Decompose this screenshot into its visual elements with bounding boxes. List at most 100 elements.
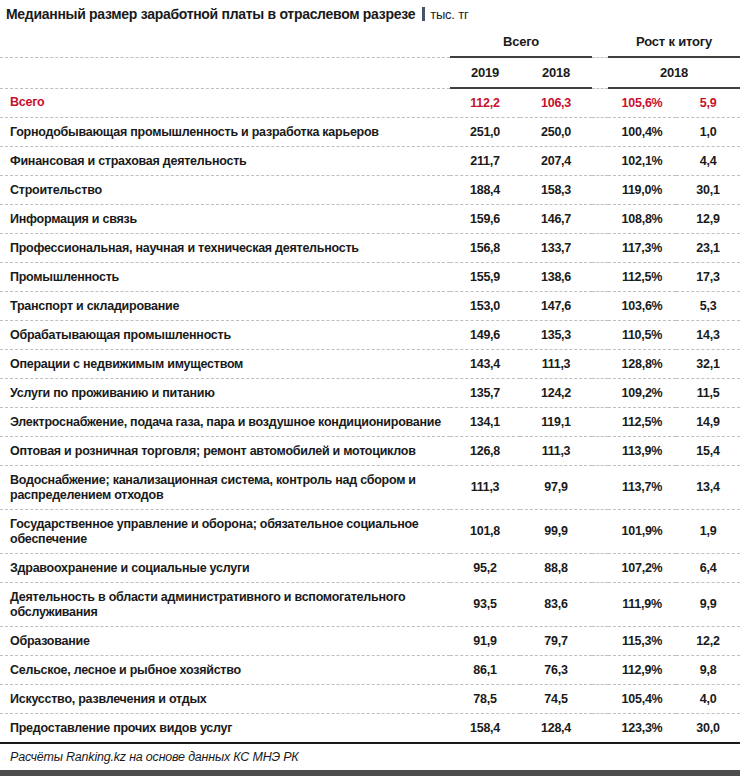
industry-label: Строительство <box>0 176 450 205</box>
column-gap <box>592 350 608 379</box>
growth-absolute: 15,4 <box>676 437 740 466</box>
page-title: Медианный размер заработной платы в отра… <box>0 0 740 28</box>
value-2019: 155,9 <box>450 263 520 292</box>
table-row: Операции с недвижимым имуществом 143,4 1… <box>0 350 740 379</box>
growth-percent: 111,9% <box>608 583 676 627</box>
table-row: Электроснабжение, подача газа, пара и во… <box>0 408 740 437</box>
growth-percent: 112,5% <box>608 263 676 292</box>
growth-percent: 113,7% <box>608 466 676 510</box>
growth-percent: 100,4% <box>608 118 676 147</box>
growth-absolute: 13,4 <box>676 466 740 510</box>
growth-absolute: 30,0 <box>676 714 740 744</box>
industry-label: Обрабатывающая промышленность <box>0 321 450 350</box>
value-2018: 111,3 <box>520 437 592 466</box>
column-gap <box>592 379 608 408</box>
table-row: Строительство 188,4 158,3 119,0% 30,1 <box>0 176 740 205</box>
column-gap <box>592 57 608 88</box>
year-header-2019: 2019 <box>450 57 520 88</box>
value-2019: 78,5 <box>450 685 520 714</box>
column-gap <box>592 234 608 263</box>
column-gap <box>592 205 608 234</box>
value-2018: 124,2 <box>520 379 592 408</box>
column-gap <box>592 466 608 510</box>
table-row: Оптовая и розничная торговля; ремонт авт… <box>0 437 740 466</box>
growth-absolute: 1,0 <box>676 118 740 147</box>
industry-column-header <box>0 57 450 88</box>
table-row: Обрабатывающая промышленность 149,6 135,… <box>0 321 740 350</box>
growth-absolute: 6,4 <box>676 554 740 583</box>
column-gap <box>592 656 608 685</box>
growth-percent: 115,3% <box>608 627 676 656</box>
growth-absolute: 32,1 <box>676 350 740 379</box>
growth-percent: 103,6% <box>608 292 676 321</box>
table-row: Государственное управление и оборона; об… <box>0 510 740 554</box>
industry-label: Оптовая и розничная торговля; ремонт авт… <box>0 437 450 466</box>
column-gap <box>592 292 608 321</box>
value-2019: 143,4 <box>450 350 520 379</box>
growth-percent: 105,4% <box>608 685 676 714</box>
growth-absolute: 9,9 <box>676 583 740 627</box>
value-2019: 86,1 <box>450 656 520 685</box>
value-2019: 251,0 <box>450 118 520 147</box>
column-gap <box>592 147 608 176</box>
table-row: Предоставление прочих видов услуг 158,4 … <box>0 714 740 744</box>
value-2019: 135,7 <box>450 379 520 408</box>
table-body: Всего 112,2 106,3 105,6% 5,9 Горнодобыва… <box>0 88 740 743</box>
table-row: Услуги по проживанию и питанию 135,7 124… <box>0 379 740 408</box>
growth-absolute: 11,5 <box>676 379 740 408</box>
industry-column-header <box>0 28 450 57</box>
growth-percent: 128,8% <box>608 350 676 379</box>
value-2019: 101,8 <box>450 510 520 554</box>
growth-absolute: 5,9 <box>676 88 740 118</box>
value-2018: 135,3 <box>520 321 592 350</box>
growth-percent: 110,5% <box>608 321 676 350</box>
value-2019: 153,0 <box>450 292 520 321</box>
value-2019: 156,8 <box>450 234 520 263</box>
table-row: Водоснабжение; канализационная система, … <box>0 466 740 510</box>
growth-absolute: 23,1 <box>676 234 740 263</box>
column-gap <box>592 714 608 744</box>
growth-absolute: 12,9 <box>676 205 740 234</box>
value-2018: 207,4 <box>520 147 592 176</box>
value-2019: 158,4 <box>450 714 520 744</box>
industry-label: Промышленность <box>0 263 450 292</box>
value-2018: 250,0 <box>520 118 592 147</box>
value-2019: 159,6 <box>450 205 520 234</box>
column-gap <box>592 321 608 350</box>
growth-percent: 112,5% <box>608 408 676 437</box>
salary-table-page: Медианный размер заработной платы в отра… <box>0 0 740 776</box>
column-gap <box>592 510 608 554</box>
industry-label: Информация и связь <box>0 205 450 234</box>
table-header: Всего Рост к итогу 2019 2018 2018 <box>0 28 740 88</box>
table-row: Образование 91,9 79,7 115,3% 12,2 <box>0 627 740 656</box>
year-header-row: 2019 2018 2018 <box>0 57 740 88</box>
value-2019: 95,2 <box>450 554 520 583</box>
bottom-divider-bar <box>0 770 740 776</box>
value-2019: 111,3 <box>450 466 520 510</box>
value-2019: 126,8 <box>450 437 520 466</box>
value-2018: 138,6 <box>520 263 592 292</box>
growth-percent: 108,8% <box>608 205 676 234</box>
table-row: Горнодобывающая промышленность и разрабо… <box>0 118 740 147</box>
industry-label: Деятельность в области административного… <box>0 583 450 627</box>
column-gap <box>592 28 608 57</box>
value-2018: 97,9 <box>520 466 592 510</box>
value-2019: 188,4 <box>450 176 520 205</box>
growth-percent: 117,3% <box>608 234 676 263</box>
industry-label: Предоставление прочих видов услуг <box>0 714 450 744</box>
column-gap <box>592 176 608 205</box>
column-gap <box>592 627 608 656</box>
source-note: Расчёты Ranking.kz на основе данных КС М… <box>0 744 740 770</box>
value-2018: 147,6 <box>520 292 592 321</box>
table-row: Сельское, лесное и рыбное хозяйство 86,1… <box>0 656 740 685</box>
industry-label: Всего <box>0 88 450 118</box>
value-2019: 149,6 <box>450 321 520 350</box>
group-header-growth: Рост к итогу <box>608 28 740 57</box>
value-2018: 79,7 <box>520 627 592 656</box>
growth-percent: 102,1% <box>608 147 676 176</box>
growth-percent: 107,2% <box>608 554 676 583</box>
table-row: Деятельность в области административного… <box>0 583 740 627</box>
column-gap <box>592 263 608 292</box>
value-2018: 119,1 <box>520 408 592 437</box>
table-row: Транспорт и складирование 153,0 147,6 10… <box>0 292 740 321</box>
